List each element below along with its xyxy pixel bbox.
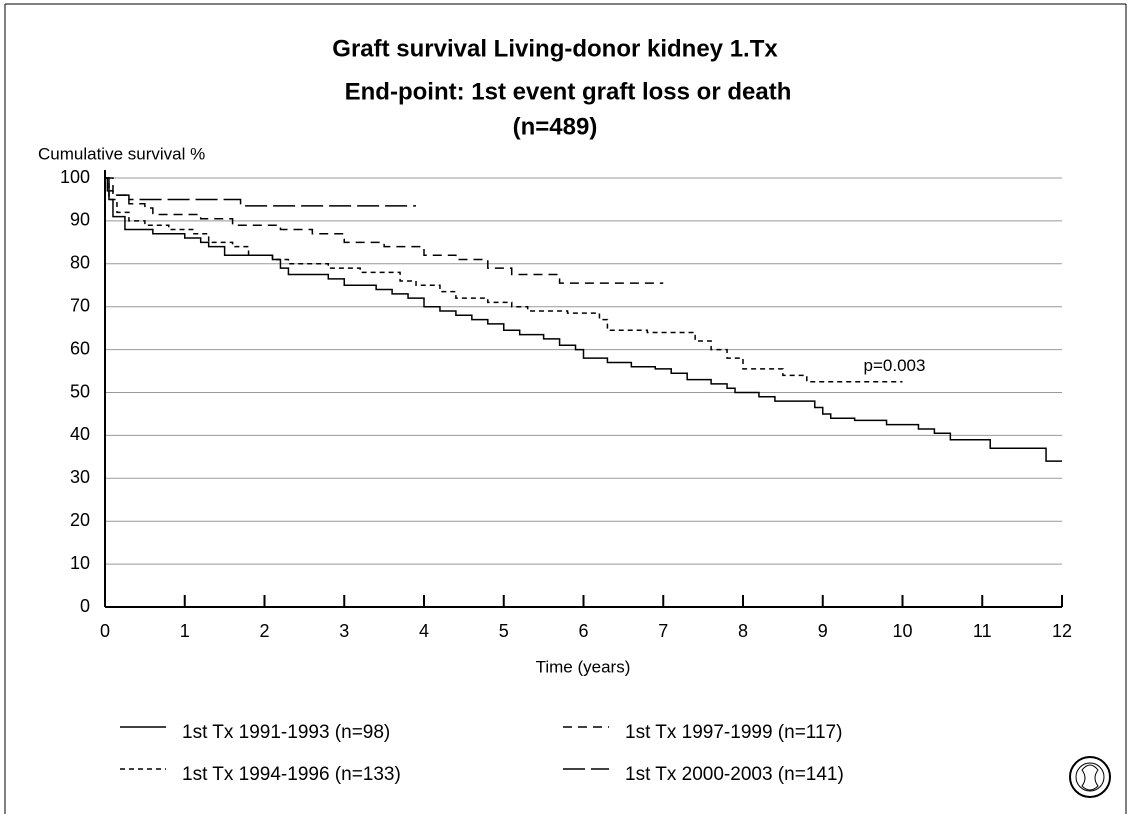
y-tick-label: 50 xyxy=(70,381,90,401)
survival-line xyxy=(105,177,903,383)
legend-label: 1st Tx 2000-2003 (n=141) xyxy=(625,764,844,785)
annotation: p=0.003 xyxy=(864,356,926,375)
y-tick-label: 10 xyxy=(70,553,90,573)
y-tick-label: 20 xyxy=(70,510,90,530)
survival-line xyxy=(105,177,1062,462)
x-tick-label: 9 xyxy=(818,621,828,641)
x-axis-label: Time (years) xyxy=(536,657,631,676)
logo xyxy=(1069,756,1111,798)
y-tick-label: 80 xyxy=(70,253,90,273)
chart-title: (n=489) xyxy=(513,113,598,140)
x-tick-label: 7 xyxy=(658,621,668,641)
legend-label: 1st Tx 1997-1999 (n=117) xyxy=(625,722,842,743)
y-tick-label: 70 xyxy=(70,295,90,315)
y-tick-label: 0 xyxy=(80,596,90,616)
chart-title: Graft survival Living-donor kidney 1.Tx xyxy=(332,35,778,62)
survival-line xyxy=(105,177,417,207)
legend-label: 1st Tx 1994-1996 (n=133) xyxy=(182,764,401,785)
x-tick-label: 4 xyxy=(419,621,429,641)
x-tick-label: 8 xyxy=(738,621,748,641)
x-tick-label: 12 xyxy=(1052,621,1072,641)
x-tick-label: 2 xyxy=(259,621,269,641)
chart-title: End-point: 1st event graft loss or death xyxy=(345,78,792,105)
y-axis-label: Cumulative survival % xyxy=(38,144,205,163)
y-tick-label: 40 xyxy=(70,424,90,444)
x-tick-label: 1 xyxy=(180,621,190,641)
x-tick-label: 11 xyxy=(973,621,992,641)
y-tick-label: 90 xyxy=(70,210,90,230)
x-tick-label: 10 xyxy=(892,621,912,641)
y-tick-label: 60 xyxy=(70,338,90,358)
x-tick-label: 0 xyxy=(100,621,110,641)
x-tick-label: 5 xyxy=(499,621,509,641)
x-tick-label: 6 xyxy=(578,621,588,641)
x-tick-label: 3 xyxy=(339,621,349,641)
y-tick-label: 30 xyxy=(70,467,90,487)
survival-line xyxy=(105,177,664,284)
y-tick-label: 100 xyxy=(60,167,90,187)
legend-label: 1st Tx 1991-1993 (n=98) xyxy=(182,722,390,743)
